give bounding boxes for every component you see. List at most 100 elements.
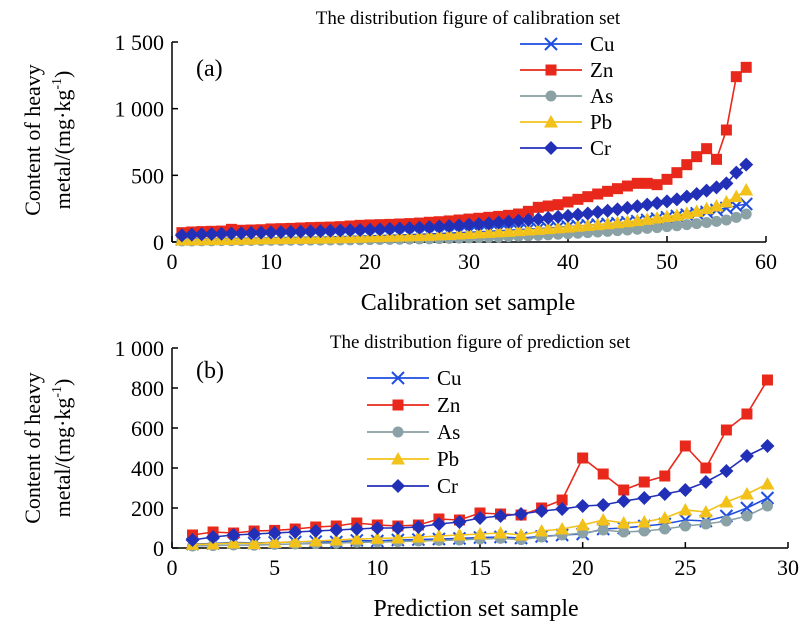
- panel-a-cr-point: [184, 227, 199, 242]
- panel-b-zn-point: [659, 470, 671, 482]
- legend-b-cr-label: Cr: [437, 474, 458, 498]
- panel-b-zn-point: [638, 476, 650, 488]
- panel-b-cu-point: [740, 501, 754, 515]
- legend-a-cu-label: Cu: [590, 32, 615, 56]
- legend-b-cr-marker: [391, 479, 405, 493]
- panel-a-cr-point: [620, 200, 635, 215]
- panel-a-cr-point: [432, 219, 447, 234]
- panel-a-zn-point: [720, 124, 732, 136]
- panel-b-zn-point: [679, 440, 691, 452]
- panel-a-cr-point: [323, 223, 338, 238]
- panel-b-title: The distribution figure of prediction se…: [330, 332, 631, 353]
- panel-a-pb-point: [709, 199, 724, 212]
- panel-a-zn-point: [542, 200, 554, 212]
- panel-b-zn-point: [618, 484, 630, 496]
- panel-a-cr-point: [422, 220, 437, 235]
- panel-b-pb-point: [349, 532, 364, 545]
- panel-a-xtick-label: 20: [359, 249, 381, 274]
- panel-b-xtick-label: 25: [674, 555, 696, 580]
- panel-a-zn-line: [181, 66, 747, 234]
- panel-a-cr-point: [551, 209, 566, 224]
- panel-a-cu-point-stroke-2: [739, 197, 753, 211]
- panel-a-pb-point: [511, 223, 526, 237]
- legend-b-zn-label: Zn: [437, 393, 461, 417]
- panel-b-pb-point: [555, 522, 570, 535]
- legend-a-as-label: As: [590, 84, 613, 108]
- legend-a-pb-marker: [544, 115, 558, 128]
- panel-a-pb-point: [432, 227, 447, 241]
- panel-a-xtick-label: 50: [656, 249, 678, 274]
- panel-a-pb-point: [452, 227, 467, 240]
- panel-a-cr-point: [333, 223, 348, 238]
- panel-a-cu-point: [739, 197, 753, 211]
- panel-a-cr-point: [372, 222, 387, 237]
- panel-b-zn-point: [577, 452, 589, 464]
- panel-b-pb-point: [616, 516, 631, 529]
- panel-b-zn-point: [700, 462, 712, 474]
- panel-b-cr-point: [185, 533, 200, 547]
- panel-a-cr-point: [244, 225, 259, 240]
- panel-a-pb-point: [442, 227, 457, 241]
- panel-a-cr-point: [194, 227, 209, 242]
- panel-b-pb-point: [411, 530, 426, 543]
- panel-b-pb-point: [534, 524, 549, 537]
- panel-a-ytick-label: 0: [153, 230, 164, 255]
- panel-a-pb-point: [660, 209, 674, 223]
- panel-b-as-point: [720, 515, 732, 527]
- panel-b-cr-point: [739, 449, 754, 463]
- panel-b-plot: 0 200 400 600 800 1 000 0 5 10 15 20 25 30 Cu Zn As Pb Cr: [115, 336, 800, 580]
- panel-a-pb-point: [501, 224, 516, 237]
- panel-a-zn-point: [631, 177, 643, 189]
- panel-a-cr-point: [501, 214, 516, 229]
- panel-a-as-point: [730, 211, 742, 223]
- panel-a-ylabel-line2: metal/(mg·kg-1): [50, 71, 75, 210]
- panel-a-cr-point: [600, 203, 615, 218]
- panel-b-as-point: [659, 523, 671, 535]
- panel-a-cr-point: [511, 213, 526, 228]
- panel-a-as-point: [701, 217, 713, 229]
- panel-a-zn-point: [612, 183, 623, 195]
- panel-b-zn-point: [556, 494, 568, 506]
- panel-b-zn-point: [741, 408, 753, 420]
- panel-b-cr-point: [247, 527, 262, 541]
- panel-b-cr-point: [206, 530, 221, 544]
- panel-b-as-point: [700, 518, 712, 530]
- panel-a-pb-point: [412, 228, 427, 242]
- panel-b-label: (b): [196, 358, 224, 384]
- panel-a-zn-point: [691, 151, 703, 163]
- panel-b-zn-point: [597, 468, 609, 480]
- panel-a-cr-point: [541, 211, 556, 225]
- panel-b-pb-point: [657, 511, 672, 524]
- panel-a-pb-point: [729, 189, 744, 203]
- panel-a-cr-point: [343, 223, 358, 238]
- panel-a-cr-point: [392, 221, 407, 236]
- panel-b-cr-point: [555, 502, 570, 516]
- panel-a-xtick-label: 0: [167, 249, 178, 274]
- panel-a-pb-point: [669, 208, 684, 221]
- panel-b-as-point: [741, 510, 753, 522]
- panel-a-zn-point: [651, 179, 663, 191]
- panel-a-cr-point: [353, 223, 368, 237]
- panel-a-pb-point: [640, 212, 655, 225]
- panel-b-pb-point: [719, 495, 734, 508]
- panel-b-pb-point: [247, 536, 262, 550]
- panel-b-ytick-label: 200: [131, 496, 164, 521]
- panel-a-title: The distribution figure of calibration s…: [316, 8, 621, 29]
- panel-b-cr-point: [431, 517, 446, 531]
- panel-b-pb-point: [431, 529, 446, 542]
- panel-a-cr-point: [313, 224, 328, 239]
- panel-b-cr-point: [678, 483, 693, 497]
- panel-b-cr-point: [514, 507, 529, 521]
- panel-b-ytick-label: 0: [153, 536, 164, 561]
- panel-a-cr-point: [462, 217, 476, 232]
- panel-a-as-point: [621, 224, 633, 236]
- panel-a-zn-point: [552, 199, 564, 211]
- panel-b-xtick-label: 0: [167, 555, 178, 580]
- legend-a-cu-marker-stroke-2: [544, 37, 558, 51]
- panel-a-as-point: [711, 215, 722, 227]
- panel-a-as-point: [631, 223, 643, 235]
- panel-a-series-cr: [174, 157, 754, 243]
- panel-a-cr-point: [293, 224, 308, 239]
- panel-a-cr-point: [531, 212, 546, 227]
